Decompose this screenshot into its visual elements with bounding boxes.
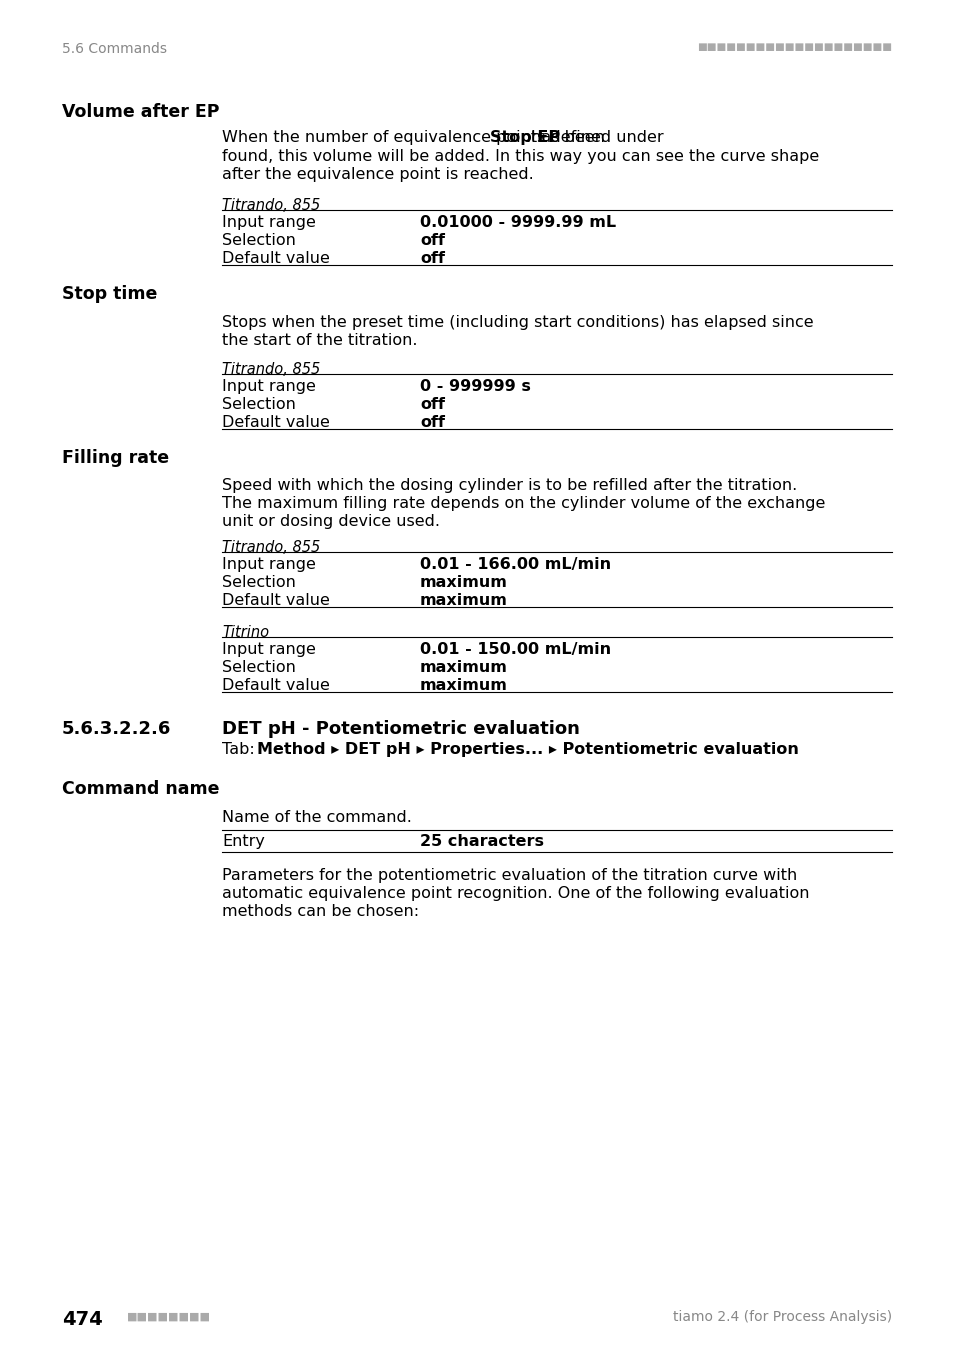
Text: unit or dosing device used.: unit or dosing device used. xyxy=(222,514,439,529)
Text: Input range: Input range xyxy=(222,643,315,657)
Text: 5.6 Commands: 5.6 Commands xyxy=(62,42,167,55)
Text: Default value: Default value xyxy=(222,593,330,608)
Text: maximum: maximum xyxy=(419,660,507,675)
Text: Parameters for the potentiometric evaluation of the titration curve with: Parameters for the potentiometric evalua… xyxy=(222,868,797,883)
Text: 25 characters: 25 characters xyxy=(419,834,543,849)
Text: automatic equivalence point recognition. One of the following evaluation: automatic equivalence point recognition.… xyxy=(222,886,809,900)
Text: 0 - 999999 s: 0 - 999999 s xyxy=(419,379,530,394)
Text: ■■■■■■■■: ■■■■■■■■ xyxy=(127,1312,211,1322)
Text: maximum: maximum xyxy=(419,575,507,590)
Text: The maximum filling rate depends on the cylinder volume of the exchange: The maximum filling rate depends on the … xyxy=(222,495,824,512)
Text: Input range: Input range xyxy=(222,379,315,394)
Text: 0.01 - 166.00 mL/min: 0.01 - 166.00 mL/min xyxy=(419,558,611,572)
Text: off: off xyxy=(419,397,444,412)
Text: Name of the command.: Name of the command. xyxy=(222,810,412,825)
Text: tiamo 2.4 (for Process Analysis): tiamo 2.4 (for Process Analysis) xyxy=(672,1310,891,1324)
Text: maximum: maximum xyxy=(419,678,507,693)
Text: 5.6.3.2.2.6: 5.6.3.2.2.6 xyxy=(62,720,172,738)
Text: Tab:: Tab: xyxy=(222,743,259,757)
Text: Titrino: Titrino xyxy=(222,625,269,640)
Text: Titrando, 855: Titrando, 855 xyxy=(222,540,320,555)
Text: off: off xyxy=(419,251,444,266)
Text: Input range: Input range xyxy=(222,558,315,572)
Text: Selection: Selection xyxy=(222,660,295,675)
Text: 0.01000 - 9999.99 mL: 0.01000 - 9999.99 mL xyxy=(419,215,616,230)
Text: Selection: Selection xyxy=(222,575,295,590)
Text: found, this volume will be added. In this way you can see the curve shape: found, this volume will be added. In thi… xyxy=(222,148,819,163)
Text: off: off xyxy=(419,234,444,248)
Text: ■■■■■■■■■■■■■■■■■■■■: ■■■■■■■■■■■■■■■■■■■■ xyxy=(697,42,891,53)
Text: Command name: Command name xyxy=(62,780,219,798)
Text: Input range: Input range xyxy=(222,215,315,230)
Text: When the number of equivalence points defined under: When the number of equivalence points de… xyxy=(222,130,668,144)
Text: Entry: Entry xyxy=(222,834,265,849)
Text: Selection: Selection xyxy=(222,397,295,412)
Text: after the equivalence point is reached.: after the equivalence point is reached. xyxy=(222,167,533,182)
Text: Volume after EP: Volume after EP xyxy=(62,103,219,122)
Text: Speed with which the dosing cylinder is to be refilled after the titration.: Speed with which the dosing cylinder is … xyxy=(222,478,797,493)
Text: Filling rate: Filling rate xyxy=(62,450,169,467)
Text: has been: has been xyxy=(525,130,604,144)
Text: Default value: Default value xyxy=(222,251,330,266)
Text: Method ▸ DET pH ▸ Properties... ▸ Potentiometric evaluation: Method ▸ DET pH ▸ Properties... ▸ Potent… xyxy=(256,743,798,757)
Text: 0.01 - 150.00 mL/min: 0.01 - 150.00 mL/min xyxy=(419,643,611,657)
Text: Titrando, 855: Titrando, 855 xyxy=(222,198,320,213)
Text: methods can be chosen:: methods can be chosen: xyxy=(222,904,418,919)
Text: 474: 474 xyxy=(62,1310,103,1328)
Text: Titrando, 855: Titrando, 855 xyxy=(222,362,320,377)
Text: DET pH - Potentiometric evaluation: DET pH - Potentiometric evaluation xyxy=(222,720,579,738)
Text: Selection: Selection xyxy=(222,234,295,248)
Text: Stops when the preset time (including start conditions) has elapsed since: Stops when the preset time (including st… xyxy=(222,315,813,329)
Text: the start of the titration.: the start of the titration. xyxy=(222,333,417,348)
Text: Default value: Default value xyxy=(222,414,330,431)
Text: Stop EP: Stop EP xyxy=(489,130,559,144)
Text: Stop time: Stop time xyxy=(62,285,157,302)
Text: Default value: Default value xyxy=(222,678,330,693)
Text: off: off xyxy=(419,414,444,431)
Text: maximum: maximum xyxy=(419,593,507,608)
